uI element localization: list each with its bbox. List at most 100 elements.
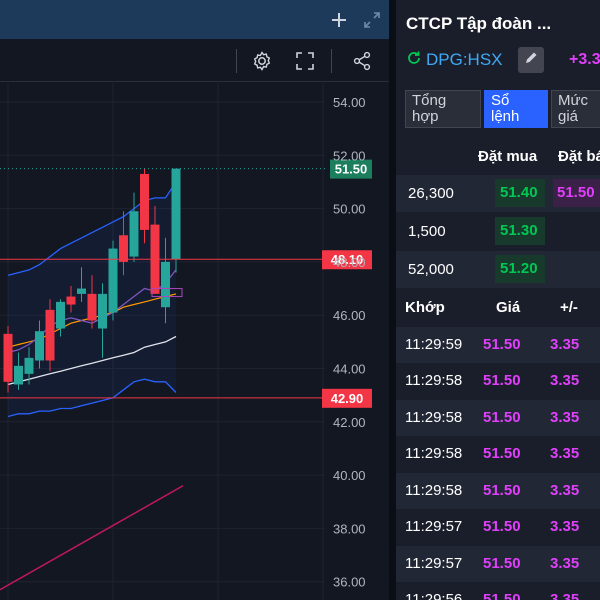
trade-time: 11:29:58 [405,445,463,462]
orderbook-volume: 26,300 [408,185,454,202]
red-trend-line [0,485,184,591]
toolbar-separator [236,49,237,73]
trade-row: 11:29:58 51.50 3.35 [396,400,600,436]
ask-price[interactable]: 51.50 [553,179,600,207]
orderbook-row: 1,500 51.30 [396,213,600,250]
bid-price[interactable]: 51.20 [495,255,545,283]
trade-row: 11:29:58 51.50 3.35 [396,363,600,399]
bid-price[interactable]: 51.40 [495,179,545,207]
lower-band-line [7,378,177,418]
plus-icon[interactable] [328,9,350,31]
pencil-icon [524,51,538,70]
edit-button[interactable] [518,47,544,73]
selection-marker [151,288,183,298]
trade-row: 11:29:58 51.50 3.35 [396,473,600,509]
price-label: 51.50 [335,162,368,177]
y-axis-tick-label: 54.00 [333,95,366,110]
trade-change: 3.35 [550,482,580,499]
price-label: 42.90 [331,391,364,406]
y-axis-tick-label: 44.00 [333,362,366,377]
candle [140,168,149,244]
candle [66,285,76,313]
trade-time: 11:29:57 [405,555,463,572]
ticker-row[interactable]: DPG:HSX [406,46,503,74]
white-ma-line [7,335,177,386]
candle [35,320,44,369]
candle-body [56,301,65,329]
refresh-icon [406,50,422,71]
trade-change: 3.35 [550,555,580,572]
price-label: 48.10 [331,252,364,267]
trade-change-header: +/- [560,299,578,316]
orderbook-volume: 1,500 [408,223,446,240]
trade-row: 11:29:59 51.50 3.35 [396,327,600,363]
price-axis: 54.00 52.00 50.00 48.00 46.00 44.00 42.00 40.00… [333,95,366,590]
trade-row: 11:29:57 51.50 3.35 [396,509,600,545]
trade-price: 51.50 [483,336,521,353]
chart-toolbar [0,39,389,82]
trade-time-header: Khớp [405,299,445,316]
candle [119,211,128,276]
y-axis-tick-label: 38.00 [333,521,366,536]
y-axis-tick-label: 46.00 [333,308,366,323]
price-label-box [330,159,372,179]
candle [161,237,170,324]
candle-body [24,357,34,374]
trade-price: 51.50 [483,482,521,499]
y-axis-tick-label: 50.00 [333,202,366,217]
candle-body [14,365,23,385]
trade-change: 3.35 [550,409,580,426]
trade-time: 11:29:58 [405,482,463,499]
price-chart[interactable]: 51.50 48.10 42.90 54.00 52.00 50.00 48.00 46.0… [0,0,389,600]
trade-price-header: Giá [496,299,521,316]
share-icon[interactable] [349,48,375,74]
candle-body [35,331,44,361]
trade-change: 3.35 [550,591,580,600]
company-name: CTCP Tập đoàn ... [406,14,552,33]
candle [108,240,118,321]
candle-body [66,296,76,305]
candle-body [161,261,170,308]
candle-body [129,211,139,257]
orderbook-volume: 52,000 [408,261,454,278]
ticker-symbol[interactable]: DPG:HSX [426,50,503,69]
trade-price: 51.50 [483,591,521,600]
candle [129,192,139,262]
candle [24,347,34,385]
chart-grid [0,83,325,600]
candle [45,299,55,372]
candle-body [119,235,128,262]
pane-divider[interactable] [389,0,396,600]
tab-orderbook[interactable]: Sổ lệnh [484,90,548,128]
candle-body [108,248,118,313]
trade-change: 3.35 [550,518,580,535]
orderbook-row: 26,300 51.40 51.50 [396,175,600,212]
gear-icon[interactable] [249,48,275,74]
candle-body [45,309,55,361]
candle-body [87,293,97,321]
tab-price-levels[interactable]: Mức giá [551,90,600,128]
orderbook-row: 52,000 51.20 [396,251,600,288]
trade-row: 11:29:58 51.50 3.35 [396,436,600,472]
y-axis-tick-label: 52.00 [333,148,366,163]
trade-time: 11:29:57 [405,518,463,535]
y-axis-tick-label: 36.00 [333,575,366,590]
candle [98,283,107,358]
trade-row: 11:29:57 51.50 3.35 [396,546,600,582]
candle-body [3,333,13,382]
trade-row: 11:29:56 51.50 3.35 [396,582,600,600]
y-axis-tick-label: 40.00 [333,468,366,483]
trade-change: 3.35 [550,445,580,462]
chart-pane[interactable]: 51.50 48.10 42.90 54.00 52.00 50.00 48.00 46.0… [0,0,389,600]
candle [171,168,181,273]
trade-price: 51.50 [483,555,521,572]
tab-summary[interactable]: Tổng hợp [405,90,481,128]
candle-body [171,168,181,260]
trade-change: 3.35 [550,372,580,389]
bid-price[interactable]: 51.30 [495,217,545,245]
trade-price: 51.50 [483,518,521,535]
expand-icon[interactable] [361,9,383,31]
price-change: +3.35 [569,51,600,68]
fullscreen-icon[interactable] [292,48,318,74]
toolbar-separator [331,49,332,73]
